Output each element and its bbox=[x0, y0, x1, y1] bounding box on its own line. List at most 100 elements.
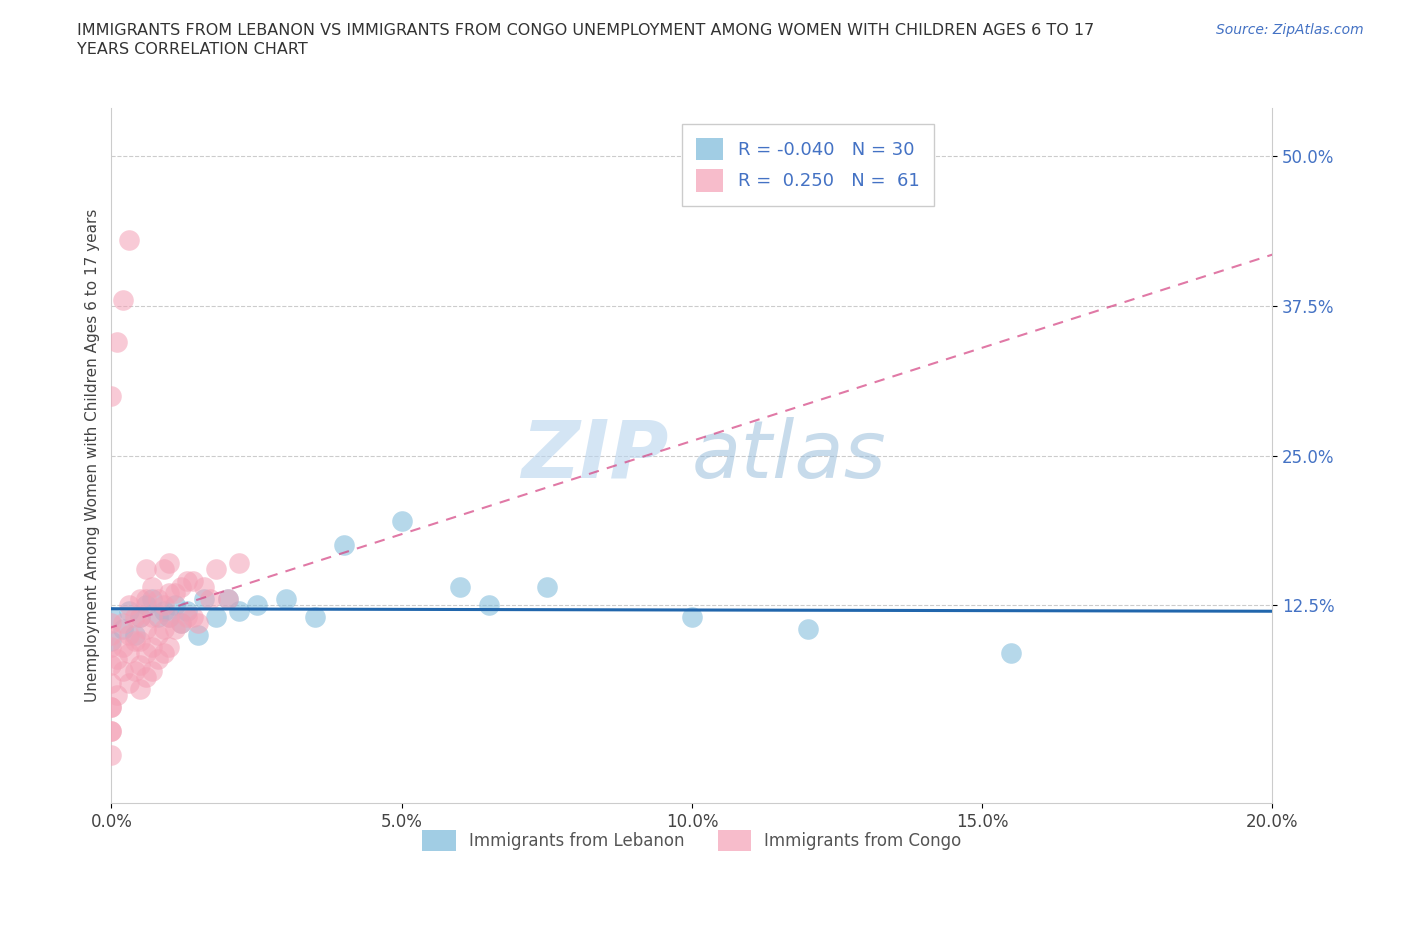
Point bbox=[100, 610, 122, 625]
Point bbox=[391, 514, 413, 529]
Point bbox=[100, 699, 122, 714]
Point bbox=[170, 616, 193, 631]
Point bbox=[176, 574, 198, 589]
Y-axis label: Unemployment Among Women with Children Ages 6 to 17 years: Unemployment Among Women with Children A… bbox=[86, 209, 100, 702]
Point bbox=[118, 232, 141, 247]
Point bbox=[100, 724, 122, 738]
Point bbox=[129, 634, 152, 649]
Point bbox=[100, 634, 122, 649]
Point bbox=[146, 628, 169, 643]
Point bbox=[100, 676, 122, 691]
Text: ZIP: ZIP bbox=[522, 417, 669, 495]
Point bbox=[100, 699, 122, 714]
Point bbox=[228, 604, 250, 618]
Point bbox=[100, 748, 122, 763]
Point bbox=[152, 604, 174, 618]
Point bbox=[152, 622, 174, 637]
Point bbox=[797, 622, 820, 637]
Point bbox=[141, 664, 163, 679]
Point bbox=[159, 586, 181, 601]
Point bbox=[176, 604, 198, 618]
Point bbox=[152, 598, 174, 613]
Point bbox=[124, 610, 146, 625]
Text: IMMIGRANTS FROM LEBANON VS IMMIGRANTS FROM CONGO UNEMPLOYMENT AMONG WOMEN WITH C: IMMIGRANTS FROM LEBANON VS IMMIGRANTS FR… bbox=[77, 23, 1095, 38]
Point bbox=[105, 688, 128, 703]
Point bbox=[205, 562, 228, 577]
Point bbox=[100, 640, 122, 655]
Point bbox=[217, 591, 239, 606]
Point bbox=[141, 580, 163, 595]
Point bbox=[187, 628, 209, 643]
Point bbox=[124, 634, 146, 649]
Legend: Immigrants from Lebanon, Immigrants from Congo: Immigrants from Lebanon, Immigrants from… bbox=[416, 824, 969, 857]
Point bbox=[124, 628, 146, 643]
Point bbox=[135, 598, 157, 613]
Point bbox=[159, 640, 181, 655]
Point bbox=[124, 664, 146, 679]
Point bbox=[135, 670, 157, 684]
Point bbox=[100, 616, 122, 631]
Point bbox=[118, 676, 141, 691]
Point bbox=[536, 580, 558, 595]
Point bbox=[228, 556, 250, 571]
Point bbox=[193, 591, 215, 606]
Point bbox=[105, 652, 128, 667]
Point bbox=[111, 616, 134, 631]
Point bbox=[152, 562, 174, 577]
Point bbox=[100, 724, 122, 738]
Point bbox=[118, 645, 141, 660]
Point bbox=[111, 292, 134, 307]
Point bbox=[217, 591, 239, 606]
Point bbox=[198, 591, 221, 606]
Point bbox=[118, 628, 141, 643]
Point bbox=[152, 645, 174, 660]
Point bbox=[146, 591, 169, 606]
Point bbox=[449, 580, 471, 595]
Point bbox=[111, 622, 134, 637]
Point bbox=[129, 610, 152, 625]
Point bbox=[193, 580, 215, 595]
Point bbox=[141, 640, 163, 655]
Point bbox=[146, 610, 169, 625]
Point bbox=[205, 610, 228, 625]
Point bbox=[165, 598, 187, 613]
Point bbox=[100, 658, 122, 672]
Point bbox=[181, 610, 204, 625]
Text: YEARS CORRELATION CHART: YEARS CORRELATION CHART bbox=[77, 42, 308, 57]
Point bbox=[135, 645, 157, 660]
Point bbox=[100, 388, 122, 403]
Point bbox=[118, 598, 141, 613]
Point bbox=[141, 610, 163, 625]
Text: atlas: atlas bbox=[692, 417, 887, 495]
Point bbox=[1000, 645, 1022, 660]
Point bbox=[111, 664, 134, 679]
Point bbox=[245, 598, 267, 613]
Point bbox=[187, 616, 209, 631]
Point bbox=[159, 610, 181, 625]
Point bbox=[274, 591, 297, 606]
Point bbox=[170, 616, 193, 631]
Point bbox=[135, 562, 157, 577]
Point bbox=[176, 610, 198, 625]
Point bbox=[105, 334, 128, 349]
Point bbox=[129, 610, 152, 625]
Point bbox=[118, 604, 141, 618]
Point bbox=[181, 574, 204, 589]
Text: Source: ZipAtlas.com: Source: ZipAtlas.com bbox=[1216, 23, 1364, 37]
Point bbox=[129, 658, 152, 672]
Point bbox=[332, 538, 354, 552]
Point bbox=[135, 591, 157, 606]
Point bbox=[304, 610, 326, 625]
Point bbox=[100, 628, 122, 643]
Point bbox=[129, 682, 152, 697]
Point bbox=[111, 640, 134, 655]
Point bbox=[159, 556, 181, 571]
Point bbox=[129, 591, 152, 606]
Point bbox=[165, 586, 187, 601]
Point bbox=[170, 580, 193, 595]
Point bbox=[159, 610, 181, 625]
Point bbox=[141, 591, 163, 606]
Point bbox=[146, 652, 169, 667]
Point bbox=[135, 622, 157, 637]
Point bbox=[478, 598, 501, 613]
